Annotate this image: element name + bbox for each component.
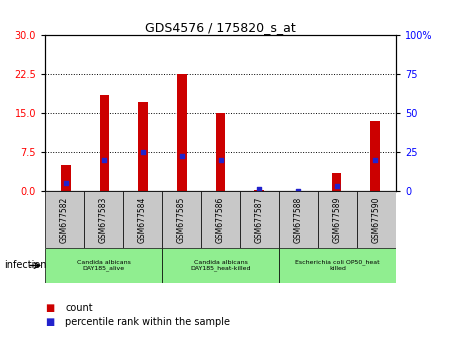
Point <box>140 149 147 155</box>
FancyBboxPatch shape <box>162 191 201 248</box>
Text: ■: ■ <box>45 303 54 313</box>
FancyBboxPatch shape <box>162 248 279 283</box>
Text: GSM677587: GSM677587 <box>255 196 264 243</box>
Text: GSM677589: GSM677589 <box>333 196 342 243</box>
FancyBboxPatch shape <box>84 191 123 248</box>
FancyBboxPatch shape <box>318 191 357 248</box>
Point <box>62 181 69 186</box>
Text: GSM677590: GSM677590 <box>372 196 381 243</box>
Bar <box>370 121 380 191</box>
Point <box>178 153 185 159</box>
Text: infection: infection <box>4 261 47 270</box>
FancyBboxPatch shape <box>45 248 162 283</box>
FancyBboxPatch shape <box>279 191 318 248</box>
Bar <box>61 165 71 191</box>
Text: percentile rank within the sample: percentile rank within the sample <box>65 317 230 327</box>
Point <box>333 183 340 189</box>
Text: Candida albicans
DAY185_heat-killed: Candida albicans DAY185_heat-killed <box>190 260 251 271</box>
Point <box>294 188 302 194</box>
Text: ■: ■ <box>45 317 54 327</box>
FancyBboxPatch shape <box>123 191 162 248</box>
Text: GSM677583: GSM677583 <box>99 196 108 243</box>
Bar <box>177 74 187 191</box>
Text: Candida albicans
DAY185_alive: Candida albicans DAY185_alive <box>76 260 130 271</box>
Point <box>256 186 263 192</box>
Text: GSM677585: GSM677585 <box>177 196 186 243</box>
FancyBboxPatch shape <box>240 191 279 248</box>
Title: GDS4576 / 175820_s_at: GDS4576 / 175820_s_at <box>145 21 296 34</box>
Text: GSM677586: GSM677586 <box>216 196 225 243</box>
Bar <box>332 173 342 191</box>
Text: GSM677584: GSM677584 <box>138 196 147 243</box>
Text: count: count <box>65 303 93 313</box>
Text: GSM677588: GSM677588 <box>294 196 303 242</box>
Point <box>372 157 379 163</box>
Point <box>101 157 108 163</box>
FancyBboxPatch shape <box>279 248 396 283</box>
Bar <box>254 190 264 191</box>
Text: Escherichia coli OP50_heat
killed: Escherichia coli OP50_heat killed <box>295 260 380 271</box>
FancyBboxPatch shape <box>201 191 240 248</box>
FancyBboxPatch shape <box>45 191 84 248</box>
Bar <box>99 95 109 191</box>
Bar <box>138 102 148 191</box>
Text: GSM677582: GSM677582 <box>60 196 69 242</box>
FancyBboxPatch shape <box>357 191 396 248</box>
Point <box>217 157 224 163</box>
Bar <box>216 113 225 191</box>
